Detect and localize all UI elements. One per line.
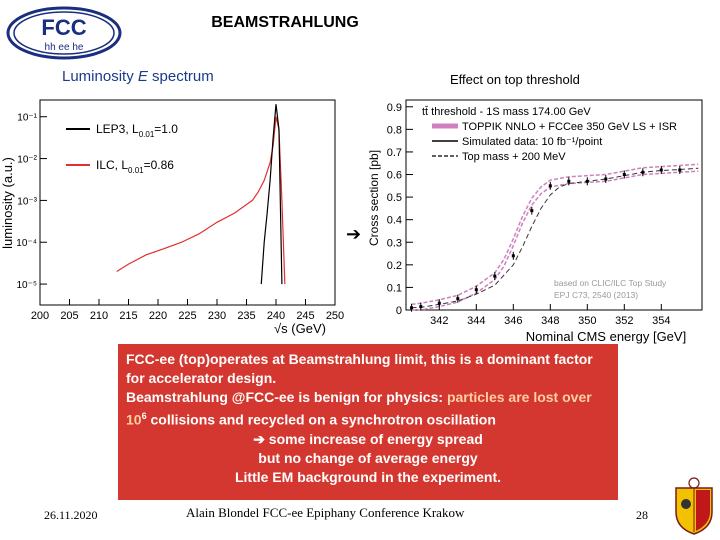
legend-entry: TOPPIK NNLO + FCCee 350 GeV LS + ISR (462, 121, 677, 133)
x-tick-label: 220 (149, 310, 167, 322)
university-crest-icon (675, 477, 713, 535)
y-tick-label: 0.7 (387, 147, 402, 159)
data-point (641, 170, 645, 174)
plot-frame (405, 99, 703, 311)
summary-line-2-highlight: particles are lost over 10 (126, 389, 592, 428)
legend-entry: Top mass + 200 MeV (462, 151, 566, 163)
data-point (622, 173, 626, 177)
y-tick-label: 10⁻⁴ (16, 238, 37, 249)
left-heading-pre: Luminosity (62, 68, 138, 85)
x-tick-label: 354 (652, 315, 670, 327)
y-tick-label: 10⁻¹ (17, 113, 37, 124)
x-tick-label: 205 (60, 310, 78, 322)
x-tick-label: 350 (578, 315, 596, 327)
x-tick-label: 235 (237, 310, 255, 322)
summary-line-5: Little EM background in the experiment. (234, 468, 502, 485)
x-axis-label: Nominal CMS energy [GeV] (526, 329, 686, 344)
footer-presenter: Alain Blondel FCC-ee Epiphany Conference… (186, 505, 465, 520)
x-tick-label: 352 (615, 315, 633, 327)
source-annotation-line1: based on CLIC/ILC Top Study (554, 278, 667, 288)
y-tick-label: 0.8 (387, 124, 402, 136)
legend-entry: ILC, L0.01=0.86 (96, 158, 174, 175)
logo-sub-text: hh ee he (45, 42, 84, 53)
summary-line-2-suffix: collisions and recycled on a synchrotron… (146, 411, 496, 428)
left-chart-heading: Luminosity E spectrum (62, 68, 214, 85)
band-upper (411, 163, 699, 306)
legend-entry: tt̄ threshold - 1S mass 174.00 GeV (422, 106, 591, 118)
data-point (567, 179, 571, 183)
x-tick-label: 240 (267, 310, 285, 322)
data-point (604, 177, 608, 181)
summary-line-2-prefix: Beamstrahlung @FCC-ee is benign for phys… (126, 389, 447, 405)
data-point (493, 274, 497, 278)
y-tick-label: 0.2 (387, 260, 402, 272)
left-heading-em: E (137, 68, 148, 85)
top-mass-shift-line (411, 167, 699, 309)
y-axis-label: luminosity (a.u.) (0, 157, 15, 249)
left-heading-post: spectrum (147, 68, 214, 85)
x-tick-label: 225 (178, 310, 196, 322)
y-tick-label: 0.5 (387, 192, 402, 204)
y-tick-label: 0.3 (387, 237, 402, 249)
legend-entry: LEP3, L0.01=1.0 (96, 122, 178, 139)
data-point (678, 168, 682, 172)
right-chart-heading: Effect on top threshold (450, 72, 580, 87)
top-threshold-chart: 342 344 346 348 350 352 354 0 0.1 0.2 0.3 0.4 0.5 0.6… (367, 99, 703, 344)
y-tick-label: 10⁻² (17, 155, 37, 166)
data-point (410, 306, 414, 310)
data-point (659, 168, 663, 172)
data-point (530, 209, 534, 213)
slide-title: BEAMSTRAHLUNG (211, 14, 359, 31)
data-point (511, 254, 515, 258)
data-point (474, 288, 478, 292)
data-point (456, 297, 460, 301)
summary-textbox: FCC-ee (top)operates at Beamstrahlung li… (118, 344, 618, 500)
x-tick-label: 348 (541, 315, 559, 327)
y-tick-label: 10⁻⁵ (16, 280, 37, 291)
luminosity-spectrum-chart: 200 205 210 215 220 225 230 235 240 245 250 10⁻⁵ 10⁻… (0, 99, 344, 336)
x-tick-label: 245 (296, 310, 314, 322)
x-axis-label: √s (GeV) (274, 321, 326, 336)
y-tick-label: 0.6 (387, 170, 402, 182)
data-point (548, 184, 552, 188)
page-number: 28 (636, 508, 648, 522)
x-tick-label: 230 (208, 310, 226, 322)
data-point (585, 179, 589, 183)
x-tick-label: 346 (504, 315, 522, 327)
summary-line-3: ➔ some increase of energy spread (253, 430, 483, 447)
band-lower (411, 170, 699, 311)
y-tick-label: 0.4 (387, 215, 402, 227)
data-point (419, 305, 423, 309)
x-tick-label: 200 (31, 310, 49, 322)
logo-main-text: FCC (41, 15, 86, 40)
fcc-logo: FCC hh ee he (6, 6, 124, 60)
summary-line-1: FCC-ee (top)operates at Beamstrahlung li… (126, 351, 593, 386)
y-tick-label: 10⁻³ (17, 196, 37, 207)
legend-entry: Simulated data: 10 fb⁻¹/point (462, 136, 602, 148)
x-tick-label: 215 (119, 310, 137, 322)
footer-date: 26.11.2020 (44, 508, 98, 522)
source-annotation-line2: EPJ C73, 2540 (2013) (554, 290, 638, 300)
series-line (116, 116, 286, 285)
x-tick-label: 210 (90, 310, 108, 322)
x-tick-label: 344 (467, 315, 485, 327)
plot-frame (39, 99, 336, 306)
arrow-right-icon: ➔ (346, 224, 362, 244)
y-tick-label: 0.1 (387, 282, 402, 294)
series-line (260, 104, 283, 285)
summary-line-4: but no change of average energy (258, 449, 478, 466)
y-tick-label: 0 (396, 305, 402, 317)
x-tick-label: 342 (430, 315, 448, 327)
summary-line-2-sup: 6 (141, 411, 147, 421)
y-axis-label: Cross section [pb] (367, 150, 381, 246)
y-tick-label: 0.9 (387, 102, 402, 114)
x-tick-label: 250 (326, 310, 344, 322)
data-point (437, 301, 441, 305)
